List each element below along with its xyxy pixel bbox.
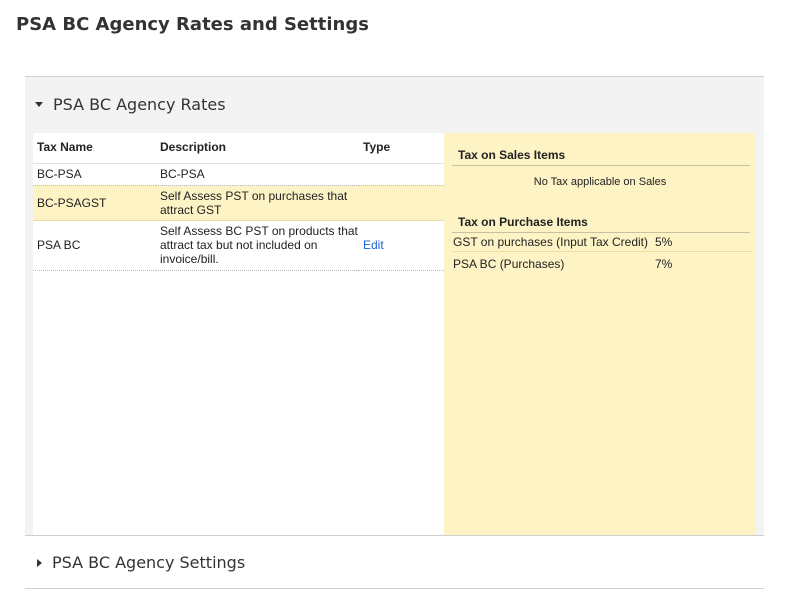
sales-tax-heading: Tax on Sales Items: [452, 148, 750, 166]
rates-section-title: PSA BC Agency Rates: [53, 94, 226, 114]
tax-name-cell: BC-PSA: [33, 162, 156, 186]
column-header-description: Description: [160, 140, 227, 154]
purchase-tax-name: GST on purchases (Input Tax Credit): [453, 234, 648, 249]
table-row-selected[interactable]: BC-PSAGST Self Assess PST on purchases t…: [33, 185, 444, 221]
purchase-tax-item: PSA BC (Purchases) 7%: [453, 254, 753, 274]
column-header-tax-name: Tax Name: [37, 140, 93, 154]
description-cell: Self Assess BC PST on products that attr…: [156, 220, 359, 271]
table-row[interactable]: BC-PSA BC-PSA: [33, 162, 444, 186]
purchase-tax-rate: 5%: [655, 234, 673, 249]
tax-name-cell: BC-PSAGST: [33, 185, 156, 221]
description-cell: Self Assess PST on purchases that attrac…: [156, 185, 359, 221]
caret-right-icon: [37, 558, 42, 567]
table-row[interactable]: PSA BC Self Assess BC PST on products th…: [33, 220, 444, 271]
edit-link[interactable]: Edit: [363, 238, 384, 252]
tax-details-panel: Tax on Sales Items No Tax applicable on …: [444, 133, 756, 535]
rates-panel: PSA BC Agency Rates Tax Name Description…: [25, 76, 764, 536]
settings-section-toggle[interactable]: PSA BC Agency Settings: [25, 537, 764, 589]
description-cell: BC-PSA: [156, 162, 359, 186]
column-header-type: Type: [363, 140, 391, 154]
page-title: PSA BC Agency Rates and Settings: [16, 14, 369, 35]
rates-table-container: Tax Name Description Type BC-PSA BC-PSA …: [33, 133, 444, 535]
tax-name-cell: PSA BC: [33, 220, 156, 271]
purchase-tax-heading: Tax on Purchase Items: [452, 215, 750, 233]
caret-down-icon: [35, 101, 43, 107]
purchase-tax-rate: 7%: [655, 257, 673, 271]
type-cell: Edit: [359, 220, 444, 271]
purchase-tax-item: GST on purchases (Input Tax Credit) 5%: [453, 232, 753, 252]
sales-tax-empty-message: No Tax applicable on Sales: [533, 176, 667, 188]
type-cell: [359, 162, 444, 186]
settings-section-title: PSA BC Agency Settings: [52, 553, 246, 572]
rates-table: Tax Name Description Type BC-PSA BC-PSA …: [33, 133, 444, 271]
type-cell: [359, 185, 444, 221]
rates-section-toggle[interactable]: PSA BC Agency Rates: [25, 77, 764, 131]
table-header-row: Tax Name Description Type: [33, 133, 444, 163]
purchase-tax-name: PSA BC (Purchases): [453, 257, 565, 271]
